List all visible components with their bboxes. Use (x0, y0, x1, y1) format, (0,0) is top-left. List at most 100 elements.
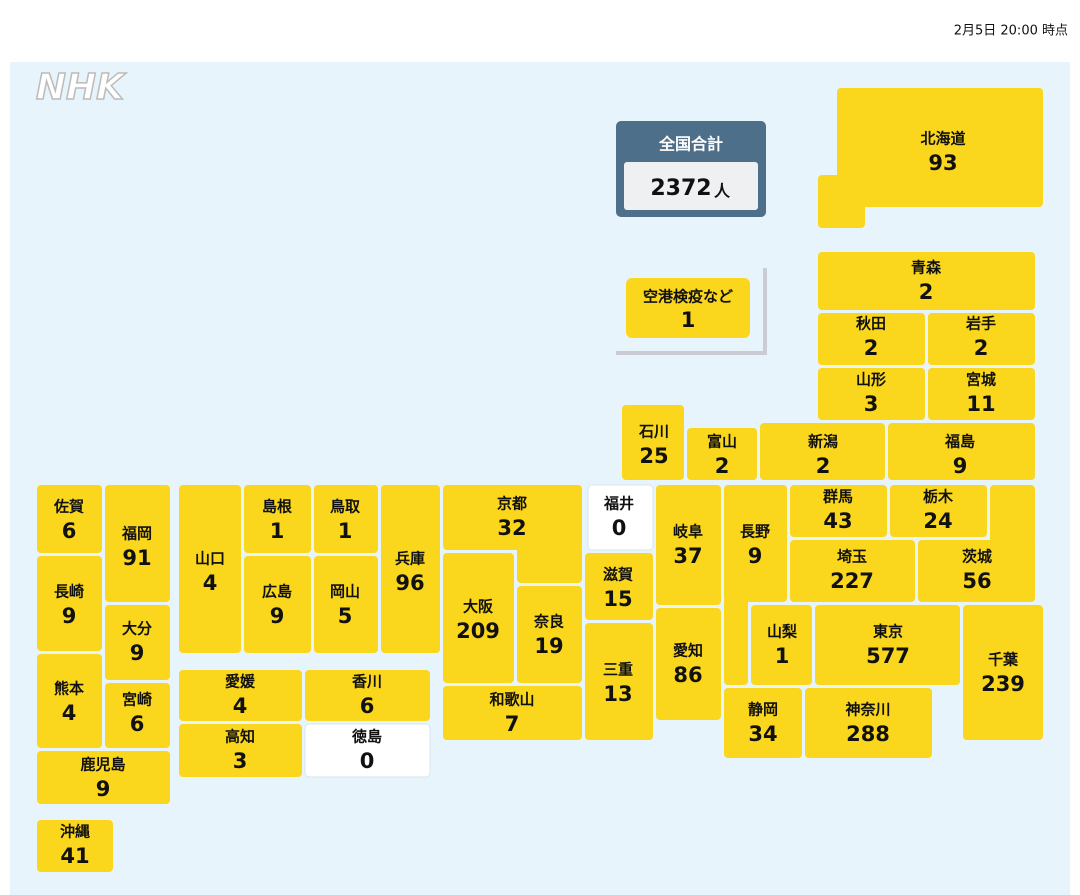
prefecture-value: 91 (122, 546, 151, 570)
prefecture-name: 青森 (911, 259, 942, 277)
prefecture-tile (37, 654, 102, 748)
prefecture-tile (244, 485, 311, 553)
prefecture-value: 9 (953, 454, 968, 478)
timestamp: 2月5日 20:00 時点 (954, 24, 1068, 39)
prefecture-name: 兵庫 (395, 550, 425, 568)
prefecture-tile (381, 485, 440, 653)
prefecture-name: 三重 (603, 661, 633, 679)
prefecture-name: 大分 (122, 620, 152, 638)
prefecture-tile (805, 688, 932, 758)
prefecture-name: 栃木 (923, 488, 954, 506)
prefecture-name: 広島 (262, 583, 292, 601)
prefecture-name: 大阪 (463, 598, 494, 616)
prefecture-value: 4 (62, 701, 77, 725)
prefecture-tile (724, 485, 787, 602)
prefecture-name: 奈良 (533, 613, 564, 631)
prefecture-value: 93 (928, 151, 957, 175)
prefecture-tile (585, 623, 653, 740)
prefecture-tile (443, 686, 582, 740)
prefecture-tile (790, 540, 915, 602)
prefecture-name: 和歌山 (489, 691, 534, 709)
prefecture-tile (314, 556, 378, 653)
prefecture-tile (179, 724, 302, 777)
logo: NHK (36, 67, 127, 108)
prefecture-value: 9 (748, 544, 763, 568)
prefecture-value: 3 (233, 749, 248, 773)
prefecture-tile (443, 553, 514, 683)
prefecture-name: 徳島 (351, 728, 382, 746)
prefecture-tile (815, 605, 960, 685)
prefecture-tile (818, 368, 925, 420)
prefecture-tile (37, 820, 113, 872)
prefecture-tile (724, 688, 802, 758)
prefecture-value: 6 (130, 712, 145, 736)
prefecture-value: 43 (823, 509, 852, 533)
prefecture-name: 香川 (352, 673, 382, 691)
prefecture-value: 227 (830, 569, 874, 593)
prefecture-value: 2 (816, 454, 831, 478)
prefecture-value: 4 (203, 571, 218, 595)
prefecture-value: 288 (846, 722, 890, 746)
prefecture-name: 秋田 (856, 315, 886, 333)
prefecture-tile (105, 485, 170, 602)
prefecture-value: 9 (96, 777, 111, 801)
prefecture-name: 静岡 (748, 701, 778, 719)
prefecture-value: 0 (360, 749, 375, 773)
prefecture-tile (517, 586, 582, 683)
prefecture-value: 239 (981, 672, 1025, 696)
prefecture-value: 3 (864, 392, 879, 416)
prefecture-tile (105, 605, 170, 680)
prefecture-value: 2 (919, 280, 934, 304)
total-value: 2372 (650, 176, 711, 201)
prefecture-tile (818, 252, 1035, 310)
prefecture-value: 209 (456, 619, 500, 643)
prefecture-name: 長崎 (54, 583, 84, 601)
prefecture-tile (818, 175, 865, 228)
prefecture-value: 2 (864, 336, 879, 360)
prefecture-name: 長野 (740, 523, 770, 541)
prefecture-tile (179, 670, 302, 721)
prefecture-value: 9 (130, 641, 145, 665)
prefecture-name: 鳥取 (330, 498, 361, 516)
prefecture-name: 鹿児島 (80, 756, 125, 774)
prefecture-tile (751, 605, 812, 685)
prefecture-name: 茨城 (962, 548, 992, 566)
prefecture-tile (37, 751, 170, 804)
prefecture-value: 4 (233, 694, 248, 718)
prefecture-tile (622, 405, 684, 480)
prefecture-tile (890, 485, 987, 537)
prefecture-value: 2 (715, 454, 730, 478)
prefecture-tile (314, 485, 378, 553)
quarantine-name: 空港検疫など (643, 288, 733, 306)
prefecture-tile (179, 485, 241, 653)
prefecture-tile (928, 313, 1035, 365)
prefecture-value: 41 (60, 844, 89, 868)
prefecture-tile (888, 423, 1035, 480)
prefecture-value: 15 (603, 587, 632, 611)
prefecture-name: 山梨 (767, 623, 797, 641)
prefecture-tile (724, 598, 748, 685)
prefecture-value: 6 (360, 694, 375, 718)
prefecture-value: 11 (966, 392, 995, 416)
tiles: 北海道93青森2秋田2岩手2山形3宮城11新潟2福島9富山2石川25群馬43栃木… (37, 88, 1043, 872)
prefecture-value: 37 (673, 544, 702, 568)
prefecture-name: 福井 (603, 495, 634, 513)
prefecture-value: 1 (270, 519, 285, 543)
prefecture-value: 86 (673, 663, 702, 687)
prefecture-tile (443, 485, 582, 550)
divider (616, 268, 767, 355)
prefecture-name: 高知 (225, 728, 255, 746)
prefecture-value: 9 (62, 604, 77, 628)
quarantine-tile (626, 278, 750, 338)
prefecture-name: 愛知 (673, 642, 703, 660)
prefecture-name: 佐賀 (53, 498, 84, 516)
prefecture-name: 埼玉 (837, 548, 867, 566)
prefecture-tile (790, 485, 887, 537)
total-inner (624, 162, 758, 210)
prefecture-tile (517, 545, 582, 583)
prefecture-value: 32 (497, 516, 526, 540)
prefecture-name: 新潟 (808, 433, 838, 451)
total-label: 全国合計 (658, 135, 723, 154)
